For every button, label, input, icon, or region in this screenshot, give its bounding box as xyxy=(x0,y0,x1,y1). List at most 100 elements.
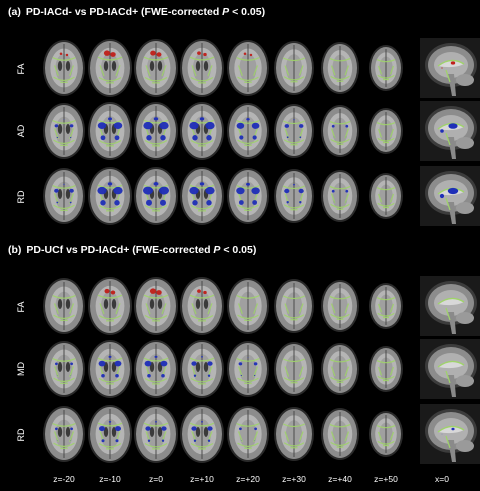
sagittal-slice-image xyxy=(420,404,480,464)
slice-label: x=0 xyxy=(435,474,449,484)
panel-b-title-p: P xyxy=(213,244,221,256)
brain-slice-svg xyxy=(321,408,359,460)
brain-slice-svg xyxy=(420,339,480,399)
brain-slice-svg xyxy=(420,276,480,336)
slice-labels: z=-20 z=-10 z=0 z=+10 z=+20 z=+30 z=+40 … xyxy=(42,474,480,486)
axial-slice-image xyxy=(180,38,224,98)
row-label-a-1: AD xyxy=(16,124,26,138)
brain-slice-svg xyxy=(43,168,85,224)
brain-slice-svg xyxy=(274,342,314,396)
panel-b-title: (b) PD-UCf vs PD-IACd+ (FWE-corrected P <… xyxy=(8,244,256,256)
brain-slice-svg xyxy=(43,40,85,96)
brain-slice-svg xyxy=(274,279,314,333)
axial-slice-image xyxy=(364,276,408,336)
sagittal-slice-image xyxy=(420,276,480,336)
brain-slice-svg xyxy=(180,405,224,463)
brain-slice-svg xyxy=(227,341,269,397)
row-label-b-0: FA xyxy=(16,301,26,313)
axial-slice-image xyxy=(134,166,178,226)
brain-slice-svg xyxy=(420,166,480,226)
axial-slice-image xyxy=(272,339,316,399)
panel-a-letter: (a) xyxy=(8,6,21,18)
axial-slice-image xyxy=(318,38,362,98)
brain-slice-svg xyxy=(134,39,178,97)
sagittal-slice-image xyxy=(420,166,480,226)
brain-slice-svg xyxy=(134,277,178,335)
brain-slice-svg xyxy=(321,170,359,222)
axial-slice-image xyxy=(134,339,178,399)
axial-slice-image xyxy=(42,38,86,98)
axial-slice-image xyxy=(42,339,86,399)
axial-slice-image xyxy=(226,166,270,226)
axial-slice-image xyxy=(226,404,270,464)
sagittal-slice-image xyxy=(420,101,480,161)
brain-slice-svg xyxy=(180,167,224,225)
axial-slice-image xyxy=(88,404,132,464)
axial-slice-image xyxy=(88,101,132,161)
axial-slice-image xyxy=(364,101,408,161)
slice-label: z=+50 xyxy=(374,474,398,484)
axial-slice-image xyxy=(364,166,408,226)
axial-slice-image xyxy=(88,38,132,98)
brain-slice-svg xyxy=(88,167,132,225)
axial-slice-image xyxy=(226,276,270,336)
brain-slice-svg xyxy=(420,38,480,98)
axial-slice-image xyxy=(134,276,178,336)
axial-slice-image xyxy=(226,38,270,98)
slice-label: z=-20 xyxy=(53,474,75,484)
axial-slice-image xyxy=(226,101,270,161)
axial-slice-image xyxy=(272,38,316,98)
brain-slice-svg xyxy=(180,39,224,97)
brain-slice-svg xyxy=(88,277,132,335)
axial-slice-image xyxy=(180,404,224,464)
brain-slice-svg xyxy=(369,173,403,219)
row-label-b-2: RD xyxy=(16,428,26,442)
panel-a-title: (a) PD-IACd- vs PD-IACd+ (FWE-corrected P… xyxy=(8,6,265,18)
brain-slice-svg xyxy=(274,41,314,95)
brain-slice-svg xyxy=(43,278,85,334)
row-label-b-1: MD xyxy=(16,362,26,376)
brain-slice-svg xyxy=(180,340,224,398)
brain-row-a-ad xyxy=(42,101,480,161)
brain-row-b-fa xyxy=(42,276,480,336)
row-label-a-0: FA xyxy=(16,63,26,75)
brain-slice-svg xyxy=(274,407,314,461)
brain-slice-svg xyxy=(134,405,178,463)
axial-slice-image xyxy=(318,101,362,161)
panel-a-title-p: P xyxy=(222,6,230,18)
brain-slice-svg xyxy=(274,169,314,223)
axial-slice-image xyxy=(318,404,362,464)
sagittal-slice-image xyxy=(420,339,480,399)
axial-slice-image xyxy=(180,166,224,226)
brain-slice-svg xyxy=(88,340,132,398)
axial-slice-image xyxy=(134,38,178,98)
axial-slice-image xyxy=(88,276,132,336)
axial-slice-image xyxy=(42,404,86,464)
panel-a-title-tail: < 0.05) xyxy=(229,6,266,18)
axial-slice-image xyxy=(134,101,178,161)
brain-row-b-rd xyxy=(42,404,480,464)
brain-slice-svg xyxy=(227,40,269,96)
axial-slice-image xyxy=(318,276,362,336)
slice-label: z=+10 xyxy=(190,474,214,484)
brain-slice-svg xyxy=(274,104,314,158)
axial-slice-image xyxy=(364,339,408,399)
panel-a-title-main: PD-IACd- vs PD-IACd+ (FWE-corrected xyxy=(25,6,223,18)
brain-slice-svg xyxy=(227,103,269,159)
axial-slice-image xyxy=(272,276,316,336)
brain-slice-svg xyxy=(180,102,224,160)
brain-slice-svg xyxy=(321,105,359,157)
brain-slice-svg xyxy=(227,278,269,334)
axial-slice-image xyxy=(88,339,132,399)
axial-slice-image xyxy=(42,166,86,226)
axial-slice-image xyxy=(364,38,408,98)
brain-slice-svg xyxy=(227,168,269,224)
row-label-a-2: RD xyxy=(16,190,26,204)
brain-slice-svg xyxy=(321,343,359,395)
axial-slice-image xyxy=(318,166,362,226)
axial-slice-image xyxy=(272,404,316,464)
brain-slice-svg xyxy=(43,341,85,397)
brain-slice-svg xyxy=(369,283,403,329)
brain-slice-svg xyxy=(180,277,224,335)
panel-b-title-tail: < 0.05) xyxy=(220,244,257,256)
